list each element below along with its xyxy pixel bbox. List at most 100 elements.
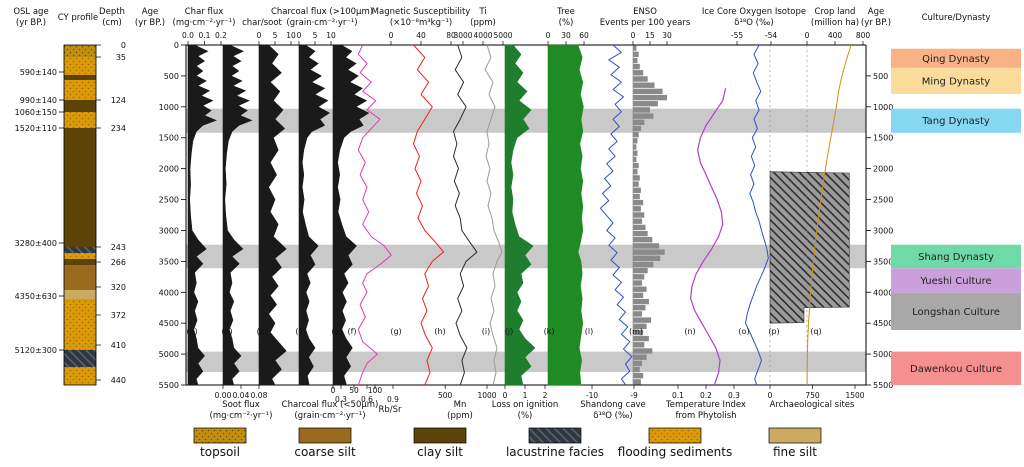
cy-section-flooding bbox=[64, 57, 96, 75]
bar-enso-events bbox=[633, 107, 650, 113]
tick-label-magnetic-susceptibility: 0 bbox=[389, 31, 394, 40]
header-ti: Ti bbox=[478, 7, 486, 17]
tick-label-charcoal-flux-small: 50 bbox=[349, 386, 359, 395]
bar-enso-events bbox=[633, 82, 655, 88]
header-age-right: (yr BP.) bbox=[861, 18, 891, 28]
bar-enso-events bbox=[633, 335, 649, 342]
tick-label-ice-core-d18o: -54 bbox=[765, 31, 777, 40]
bar-enso-events bbox=[633, 348, 653, 354]
age-label-left: 2500 bbox=[159, 196, 179, 205]
series-archaeological-sites bbox=[769, 171, 850, 324]
bar-enso-events bbox=[633, 329, 644, 336]
depth-label: 372 bbox=[111, 311, 126, 320]
header-loi-caption: (%) bbox=[518, 411, 533, 421]
header-temperature-caption: Temperature Index bbox=[665, 400, 746, 410]
tick-label-temperature-index: 0.3 bbox=[728, 391, 740, 400]
culture-box bbox=[891, 292, 1021, 330]
tick-label-rb-sr: 0.6 bbox=[361, 395, 373, 404]
series-temperature-index bbox=[690, 88, 727, 386]
cy-section-clay bbox=[64, 75, 96, 80]
legend-label: flooding sediments bbox=[618, 445, 732, 459]
tick-label-char-soot-ratio: 10 bbox=[286, 31, 296, 40]
bar-enso-events bbox=[633, 187, 641, 193]
osl-age-label: 1060±150 bbox=[15, 108, 57, 117]
legend-label: lacustrine facies bbox=[506, 445, 604, 459]
tick-label-loss-on-ignition: 1 bbox=[523, 391, 528, 400]
bar-enso-events bbox=[633, 317, 652, 323]
age-label-right: 2500 bbox=[873, 196, 893, 205]
legend-label: fine silt bbox=[773, 445, 817, 459]
cy-section-fine bbox=[64, 290, 96, 299]
age-label-left: 2000 bbox=[159, 165, 179, 174]
culture-box bbox=[891, 108, 1021, 133]
tick-label-soot-flux: 0.08 bbox=[251, 391, 268, 400]
bar-enso-events bbox=[633, 181, 639, 187]
culture-label: Qing Dynasty bbox=[922, 54, 990, 65]
tick-label-shandong-cave-d18o: -10 bbox=[586, 391, 598, 400]
header-osl-age: (yr BP.) bbox=[16, 18, 46, 28]
header-rb-sr-caption: Rb/Sr bbox=[378, 405, 402, 415]
depth-label: 234 bbox=[111, 124, 126, 133]
age-label-left: 5000 bbox=[159, 350, 179, 359]
age-label-right: 1500 bbox=[873, 134, 893, 143]
series-rb-sr bbox=[357, 44, 392, 386]
bar-enso-events bbox=[633, 249, 665, 255]
header-osl-age: OSL age bbox=[13, 7, 48, 17]
tick-label-tree-percent: 60 bbox=[579, 31, 589, 40]
bar-enso-events bbox=[633, 70, 644, 76]
tick-label-tree-percent: 30 bbox=[561, 31, 571, 40]
header-crop-land: (million ha) bbox=[811, 18, 859, 28]
depth-label: 320 bbox=[111, 283, 126, 292]
header-char-flux: Char flux bbox=[185, 7, 224, 17]
legend-swatch-lacustrine bbox=[528, 427, 582, 444]
age-label-left: 4500 bbox=[159, 319, 179, 328]
header-shandong-caption: δ¹⁸O (‰) bbox=[593, 411, 632, 421]
tick-label-enso-events: 15 bbox=[645, 31, 655, 40]
bar-enso-events bbox=[633, 51, 639, 57]
bar-enso-events bbox=[633, 354, 647, 360]
series-ice-core-d18o bbox=[745, 44, 769, 386]
header-depth: (cm) bbox=[102, 18, 122, 28]
tick-label-tree-percent: 0 bbox=[546, 31, 551, 40]
bar-enso-events bbox=[633, 255, 661, 261]
bar-enso-events bbox=[633, 162, 639, 169]
panel-letter-rb-sr: (f) bbox=[347, 327, 356, 336]
age-label-left: 0 bbox=[174, 41, 179, 50]
age-label-left: 1500 bbox=[159, 134, 179, 143]
culture-box bbox=[891, 67, 1021, 94]
culture-label: Yueshi Culture bbox=[919, 276, 991, 287]
tick-label-char-soot-ratio: 0 bbox=[257, 31, 262, 40]
bar-enso-events bbox=[633, 305, 646, 311]
bar-enso-events bbox=[633, 274, 645, 280]
cy-section-flooding bbox=[64, 112, 96, 128]
header-ice-core: δ¹⁸O (‰) bbox=[734, 18, 773, 28]
panel-letter-archaeological-sites: (p) bbox=[768, 327, 779, 336]
header-age-right: Age bbox=[868, 7, 884, 17]
tick-label-ti: 3000 bbox=[453, 31, 472, 40]
tick-label-charcoal-flux-small: 0 bbox=[331, 386, 336, 395]
tick-label-char-flux: 0.2 bbox=[215, 31, 227, 40]
header-culture-dynasty: Culture/Dynasty bbox=[922, 13, 991, 23]
tick-label-char-flux: 0.0 bbox=[182, 31, 194, 40]
bar-enso-events bbox=[633, 261, 654, 268]
series-shandong-cave-d18o bbox=[599, 44, 633, 386]
tick-label-enso-events: 30 bbox=[662, 31, 672, 40]
tick-label-temperature-index: 0.1 bbox=[672, 391, 684, 400]
culture-label: Shang Dynasty bbox=[918, 252, 994, 263]
bar-enso-events bbox=[633, 94, 667, 101]
bar-enso-events bbox=[633, 206, 641, 212]
age-label-right: 4000 bbox=[873, 288, 893, 297]
cy-section-coarse bbox=[64, 265, 96, 290]
series-char-flux bbox=[187, 44, 217, 386]
series-charcoal-flux-large bbox=[298, 44, 330, 386]
cy-section-clay bbox=[64, 259, 96, 265]
age-label-right: 3500 bbox=[873, 257, 893, 266]
tick-label-shandong-cave-d18o: -9 bbox=[630, 391, 638, 400]
bar-enso-events bbox=[633, 125, 641, 132]
legend-label: coarse silt bbox=[294, 445, 356, 459]
tick-label-rb-sr: 0.9 bbox=[387, 395, 399, 404]
bar-enso-events bbox=[633, 175, 640, 181]
bar-enso-events bbox=[633, 218, 643, 224]
